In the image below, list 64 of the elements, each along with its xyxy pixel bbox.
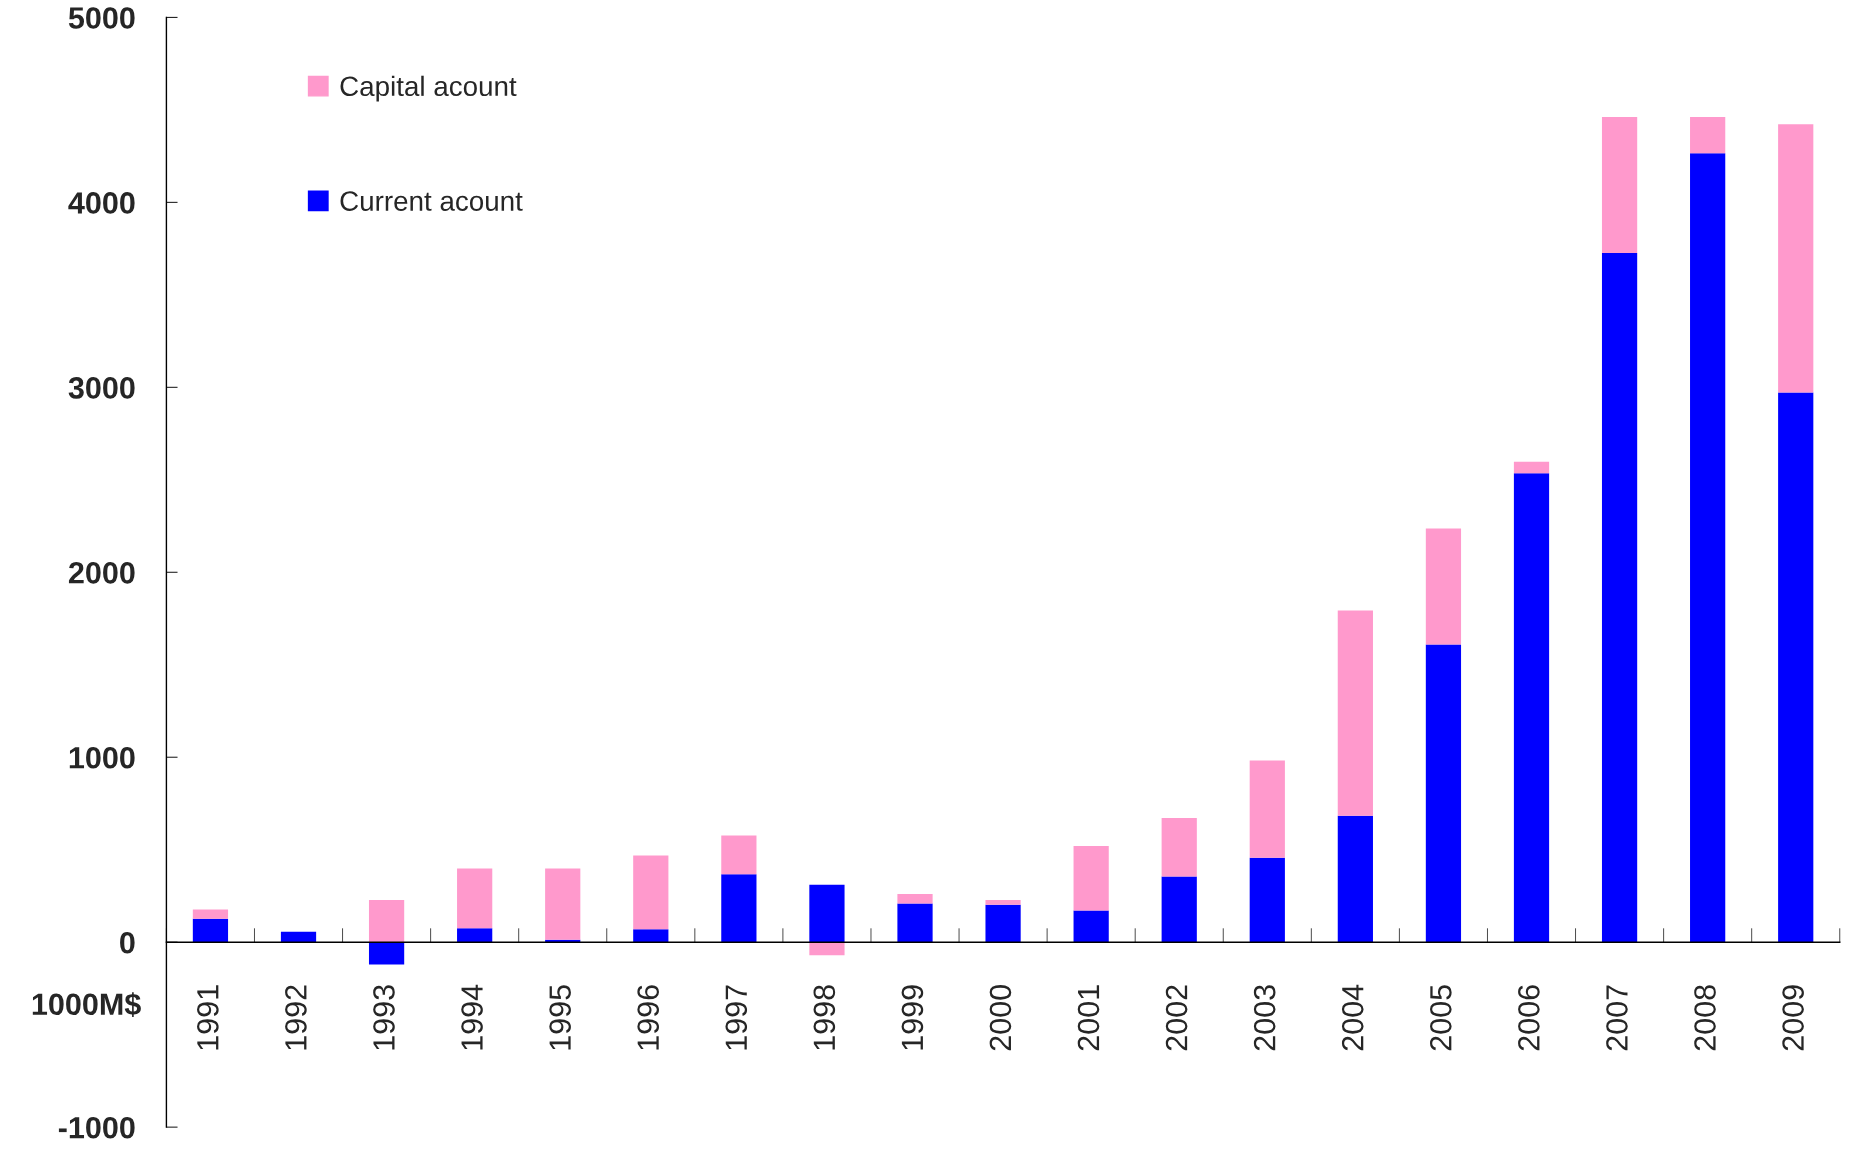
bar (1249, 857, 1285, 943)
x-tick-label: 2002 (1165, 985, 1188, 1051)
x-tick-label: 1991 (197, 985, 219, 1050)
y-tick-label: 3000 (68, 377, 135, 399)
bar (1073, 846, 1109, 911)
legend-label: Capital acount (340, 75, 517, 102)
bar (1778, 392, 1814, 943)
bar (1337, 815, 1373, 943)
y-tick-label: -1000 (58, 1116, 135, 1139)
x-tick-label: 1994 (461, 984, 483, 1050)
x-tick-label: 2003 (1253, 985, 1276, 1051)
bar (1337, 610, 1373, 816)
bar (1601, 253, 1638, 943)
bar (721, 835, 757, 875)
bar (192, 918, 229, 943)
x-tick-label: 2001 (1077, 985, 1100, 1051)
x-tick-label: 1996 (637, 985, 659, 1050)
bar (985, 900, 1021, 905)
bar (1161, 876, 1197, 943)
bar (1249, 760, 1285, 858)
bar (809, 884, 845, 943)
bar (633, 855, 669, 930)
y-tick-label: 1000 (69, 746, 135, 769)
bar (368, 942, 405, 965)
bar (1778, 124, 1814, 393)
bar (633, 929, 669, 943)
bar (897, 894, 933, 904)
bar (368, 900, 405, 943)
bar (1601, 117, 1638, 254)
x-tick-label: 2004 (1341, 984, 1364, 1051)
bar (545, 868, 581, 940)
bar (1513, 473, 1550, 943)
bar (1425, 528, 1462, 645)
x-tick-label: 1999 (901, 985, 924, 1050)
legend-label: Current acount (340, 191, 523, 211)
y-tick-label: 2000 (68, 562, 135, 584)
bar (1425, 644, 1462, 943)
bar (192, 909, 229, 919)
y-axis-title: 1000M$ (32, 992, 141, 1018)
x-tick-label: 2008 (1694, 985, 1716, 1051)
x-tick-label: 2006 (1518, 985, 1540, 1051)
x-tick-label: 2007 (1606, 985, 1628, 1051)
bar (1073, 910, 1109, 943)
x-tick-label: 1995 (549, 985, 571, 1050)
bar (1513, 461, 1550, 474)
bar (1690, 153, 1726, 943)
bar (457, 868, 493, 929)
bar (1690, 117, 1726, 154)
x-tick-label: 1998 (813, 985, 836, 1050)
bar (985, 904, 1021, 943)
bar (457, 928, 493, 943)
x-tick-label: 1993 (373, 985, 395, 1050)
y-tick-label: 0 (120, 931, 135, 954)
y-tick-label: 5000 (68, 7, 135, 29)
bar (721, 874, 757, 943)
bar (897, 903, 933, 943)
y-tick-label: 4000 (68, 192, 135, 214)
x-tick-label: 1997 (725, 985, 748, 1050)
bar (1161, 817, 1197, 877)
x-tick-label: 2005 (1430, 985, 1452, 1051)
x-tick-label: 2009 (1782, 985, 1804, 1051)
x-tick-label: 2000 (989, 985, 1012, 1051)
x-tick-label: 1992 (285, 985, 307, 1050)
bar (809, 942, 845, 956)
